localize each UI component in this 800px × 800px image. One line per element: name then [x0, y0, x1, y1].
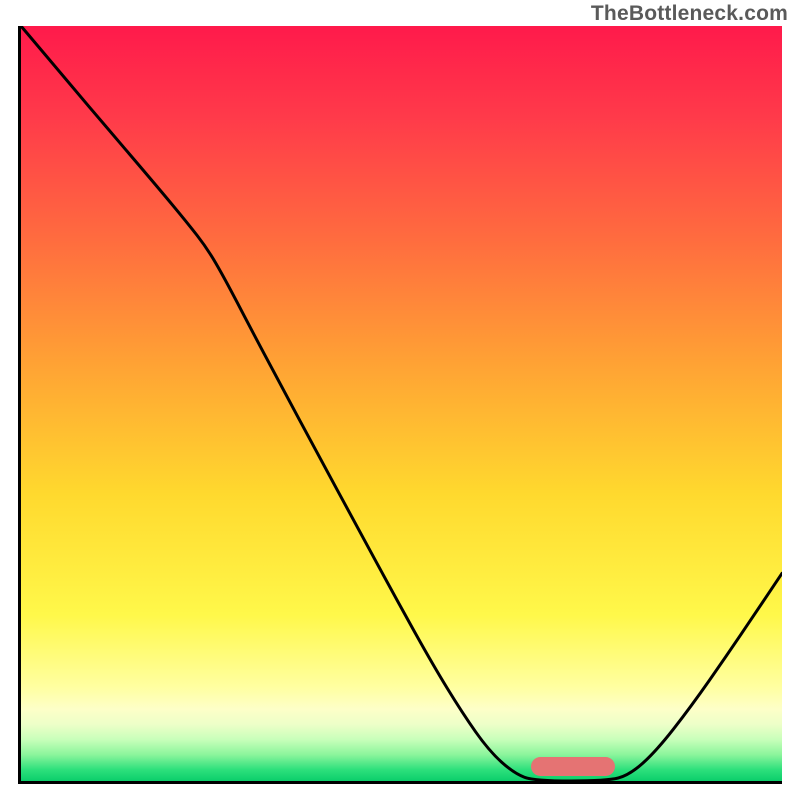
attribution-text: TheBottleneck.com	[591, 2, 788, 26]
background-gradient-rect	[21, 26, 782, 781]
plot-svg	[21, 26, 782, 781]
bottleneck-marker	[531, 757, 615, 775]
bottleneck-plot	[18, 26, 782, 784]
